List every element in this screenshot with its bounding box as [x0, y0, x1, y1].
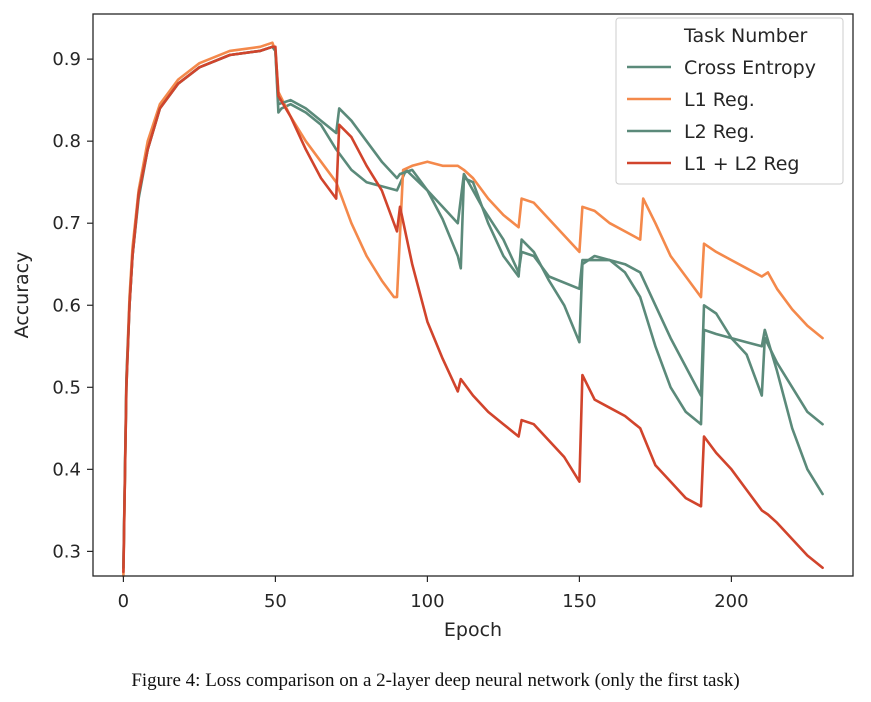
legend-title: Task Number	[683, 25, 808, 47]
y-tick-label: 0.3	[52, 541, 81, 562]
x-tick-label: 100	[410, 591, 444, 612]
legend-box	[615, 17, 844, 185]
figure-caption: Figure 4: Loss comparison on a 2-layer d…	[131, 670, 740, 691]
x-tick-label: 200	[714, 591, 748, 612]
x-tick-label: 150	[562, 591, 596, 612]
legend: Task Number Cross Entropy L1 Reg. L2 Reg. L…	[615, 17, 844, 185]
y-tick-label: 0.4	[52, 459, 81, 480]
y-tick-label: 0.5	[52, 377, 81, 398]
y-tick-label: 0.9	[52, 49, 81, 70]
legend-label-2: L1 Reg.	[684, 89, 755, 111]
plot-frame	[92, 13, 854, 577]
x-axis-title: Epoch	[444, 619, 502, 641]
y-tick-label: 0.8	[52, 131, 81, 152]
legend-label-4: L1 + L2 Reg	[684, 153, 799, 175]
x-tick-label: 50	[264, 591, 287, 612]
x-axis: 0 50 100 150 200	[118, 576, 749, 612]
y-axis-title: Accuracy	[11, 252, 33, 339]
y-tick-label: 0.7	[52, 213, 81, 234]
legend-label-3: L2 Reg.	[684, 121, 755, 143]
legend-label-1: Cross Entropy	[684, 57, 816, 79]
y-axis: 0.3 0.4 0.5 0.6 0.7 0.8 0.9	[52, 49, 93, 562]
plot-area	[92, 13, 854, 578]
legend-entries: Cross Entropy L1 Reg. L2 Reg. L1 + L2 Reg	[627, 57, 816, 175]
series-line-2	[122, 41, 824, 578]
series-line-4	[122, 45, 824, 574]
x-tick-label: 0	[118, 591, 129, 612]
y-tick-label: 0.6	[52, 295, 81, 316]
